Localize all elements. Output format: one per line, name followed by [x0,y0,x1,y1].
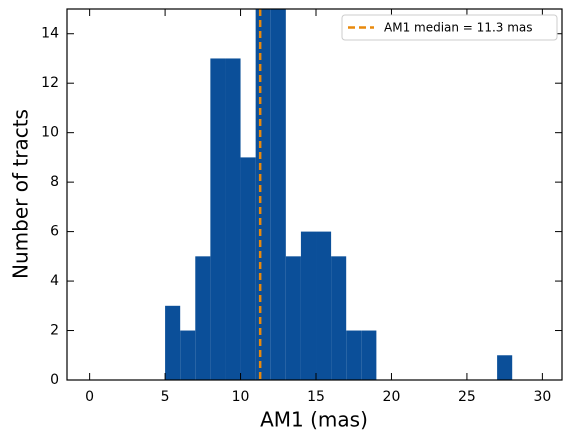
y-tick-label: 10 [41,125,59,141]
x-tick-label: 25 [458,389,476,405]
y-axis-label: Number of tracts [9,109,33,279]
y-tick-label: 0 [50,372,59,388]
bar [331,256,347,380]
bar [195,256,211,380]
bar [255,9,271,380]
bar [316,231,332,380]
y-tick-label: 4 [50,273,59,289]
bar [225,58,241,380]
x-tick-label: 30 [533,389,551,405]
bar [361,330,377,380]
plot-frame [66,8,563,381]
bar [240,157,256,380]
y-tick-label: 12 [41,75,59,91]
x-tick-label: 10 [232,389,250,405]
y-tick-label: 2 [50,323,59,339]
bar [165,305,181,380]
y-tick-label: 6 [50,224,59,240]
y-tick-label: 14 [41,26,59,42]
bar [210,58,226,380]
bar [180,330,196,380]
x-tick-label: 0 [85,389,94,405]
bar [497,355,513,380]
x-tick-label: 15 [307,389,325,405]
bar [270,9,286,380]
bar [285,256,301,380]
legend-box [341,14,558,41]
bar [300,231,317,380]
x-tick-label: 20 [383,389,401,405]
legend-label: AM1 median = 11.3 mas [384,21,533,35]
y-tick-label: 8 [50,174,59,190]
bar [346,330,362,380]
x-tick-label: 5 [161,389,170,405]
x-axis-label: AM1 (mas) [260,408,368,432]
